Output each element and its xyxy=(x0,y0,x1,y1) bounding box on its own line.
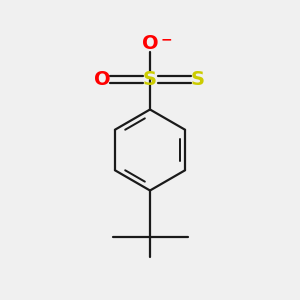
Text: O: O xyxy=(142,34,158,53)
Text: S: S xyxy=(191,70,205,89)
Text: O: O xyxy=(94,70,110,89)
Text: −: − xyxy=(161,32,172,46)
Text: S: S xyxy=(143,70,157,89)
